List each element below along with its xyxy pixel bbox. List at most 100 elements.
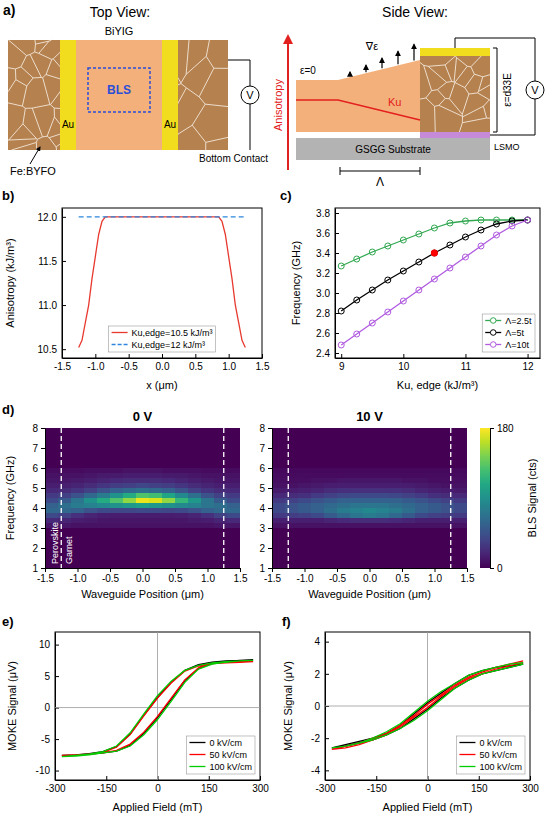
heat-cell bbox=[415, 523, 428, 528]
tick-mark bbox=[325, 642, 329, 643]
tick-label: 1 bbox=[32, 563, 38, 574]
legend-entry: Λ=5t bbox=[505, 328, 524, 338]
tick-mark bbox=[268, 528, 272, 529]
contact-label: Bottom Contact bbox=[199, 153, 268, 164]
heat-cell bbox=[402, 488, 415, 493]
tick-label: 3.2 bbox=[316, 268, 330, 279]
axis-line bbox=[62, 209, 63, 359]
tick-mark bbox=[41, 428, 45, 429]
heat-cell bbox=[402, 483, 415, 488]
heat-cell bbox=[272, 483, 285, 488]
y-axis: -10-50510 bbox=[36, 633, 59, 781]
legend-box bbox=[109, 326, 216, 352]
heat-cell bbox=[441, 478, 454, 483]
heat-cell bbox=[110, 508, 123, 513]
heat-cell bbox=[441, 493, 454, 498]
heat-cell bbox=[428, 468, 441, 473]
tick-label: 8 bbox=[259, 423, 265, 434]
heat-cell bbox=[162, 488, 175, 493]
heat-cell bbox=[441, 473, 454, 478]
heat-cell bbox=[311, 478, 324, 483]
plot-area bbox=[45, 428, 240, 568]
heat-cell bbox=[201, 508, 214, 513]
tick: -1.0 bbox=[87, 354, 105, 372]
heat-cell bbox=[97, 473, 110, 478]
legend-entry: 100 kV/cm bbox=[209, 762, 252, 772]
tick-label: 2 bbox=[259, 543, 265, 554]
heat-cell bbox=[298, 478, 311, 483]
heat-cell bbox=[337, 478, 350, 483]
heat-cell bbox=[454, 468, 467, 473]
heat-cell bbox=[71, 468, 84, 473]
strain-gradient-label: ∇ε bbox=[365, 40, 378, 52]
colorbar bbox=[480, 428, 490, 568]
thickness-bracket bbox=[493, 48, 497, 132]
tick-mark bbox=[335, 353, 339, 354]
tick-label: 0.0 bbox=[363, 573, 377, 584]
tick-mark bbox=[41, 448, 45, 449]
heat-cell bbox=[337, 513, 350, 518]
heat-cell bbox=[97, 493, 110, 498]
tick: 3.0 bbox=[316, 288, 339, 299]
tick-mark bbox=[41, 468, 45, 469]
heat-cell bbox=[350, 493, 363, 498]
heat-cell bbox=[350, 518, 363, 523]
heat-cell bbox=[175, 498, 188, 503]
heat-cell bbox=[298, 488, 311, 493]
heat-cell bbox=[363, 483, 376, 488]
tick-mark bbox=[335, 333, 339, 334]
series-line bbox=[341, 220, 527, 266]
heat-cell bbox=[389, 523, 402, 528]
tick: 7 bbox=[259, 443, 272, 454]
tick-label: -2 bbox=[311, 733, 320, 744]
y-axis: 2.42.62.83.03.23.43.63.8 bbox=[316, 208, 339, 359]
heat-cell bbox=[337, 488, 350, 493]
legend-swatch bbox=[490, 330, 496, 336]
tick-label: 3.8 bbox=[316, 208, 330, 219]
heat-cell bbox=[162, 483, 175, 488]
data-point bbox=[431, 225, 437, 231]
tick: 12 bbox=[523, 354, 535, 372]
heat-cell bbox=[162, 468, 175, 473]
tick: 8 bbox=[32, 423, 45, 434]
heat-cell bbox=[123, 503, 136, 508]
tick: 10.5 bbox=[38, 344, 66, 355]
tick-mark bbox=[55, 645, 59, 646]
heat-cell bbox=[71, 488, 84, 493]
tick-mark bbox=[240, 568, 241, 572]
tick-label: 1.5 bbox=[256, 361, 270, 372]
heat-cell bbox=[227, 508, 240, 513]
heat-cell bbox=[110, 488, 123, 493]
tick-mark bbox=[268, 548, 272, 549]
heat-cell bbox=[84, 518, 97, 523]
heat-cell bbox=[110, 493, 123, 498]
tick-label: 150 bbox=[201, 783, 218, 794]
heat-cell bbox=[337, 483, 350, 488]
tick-mark bbox=[129, 354, 130, 358]
data-point bbox=[494, 232, 500, 238]
heat-cell bbox=[149, 473, 162, 478]
tick-label: 3.6 bbox=[316, 228, 330, 239]
tick-mark bbox=[229, 354, 230, 358]
heat-cell bbox=[454, 483, 467, 488]
tick: -0.5 bbox=[102, 568, 120, 584]
data-point bbox=[447, 265, 453, 271]
heat-cell bbox=[45, 498, 58, 503]
data-point bbox=[509, 223, 515, 229]
heat-cell bbox=[350, 513, 363, 518]
panel-label: d) bbox=[2, 402, 14, 417]
tick-mark bbox=[208, 568, 209, 572]
heat-cell bbox=[272, 473, 285, 478]
heat-cell bbox=[324, 523, 337, 528]
panel-label: a) bbox=[3, 2, 15, 18]
heat-cell bbox=[441, 523, 454, 528]
tick: -0.5 bbox=[121, 354, 139, 372]
heat-cell bbox=[71, 498, 84, 503]
heat-cell bbox=[285, 478, 298, 483]
heat-cell bbox=[441, 508, 454, 513]
heat-cell bbox=[454, 473, 467, 478]
heat-cell bbox=[71, 513, 84, 518]
heat-cell bbox=[45, 478, 58, 483]
legend-box bbox=[482, 314, 535, 352]
strain-label: ε=d33E bbox=[502, 73, 513, 107]
